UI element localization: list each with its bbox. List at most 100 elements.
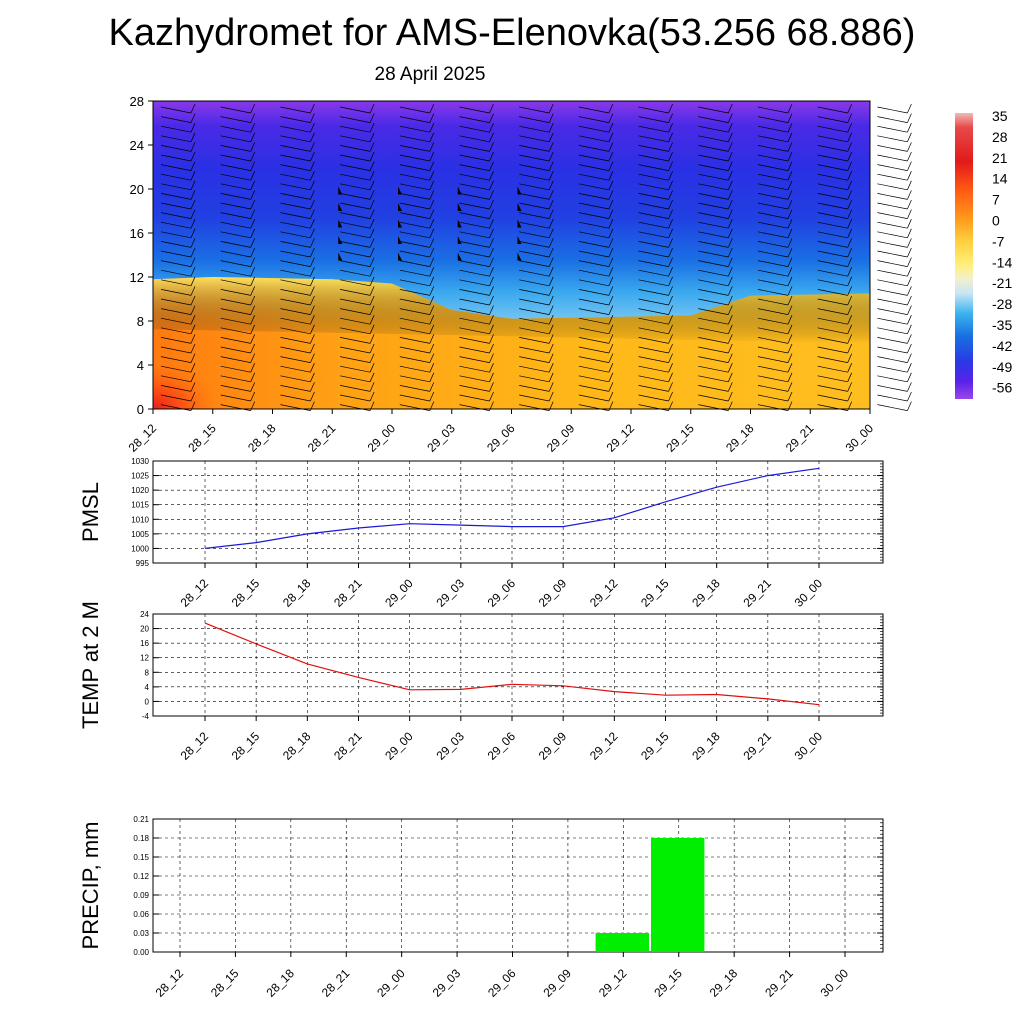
wind-barb-shaft xyxy=(220,183,251,191)
wind-barb-shaft xyxy=(578,317,609,325)
wind-barb-shaft xyxy=(578,106,609,114)
wind-barb xyxy=(340,305,375,315)
wind-barb xyxy=(698,132,733,143)
y-tick-label: 12 xyxy=(140,654,149,663)
wind-barb-pennant xyxy=(338,186,343,195)
wind-barb xyxy=(757,142,793,152)
wind-barb xyxy=(280,286,315,296)
wind-barb xyxy=(698,180,733,191)
wind-barb-feather xyxy=(489,151,494,162)
wind-barb-feather xyxy=(668,372,673,382)
wind-barb-shaft xyxy=(459,250,490,258)
wind-barb-shaft xyxy=(757,308,789,315)
wind-barb-feather xyxy=(727,151,733,162)
wind-barb xyxy=(817,391,853,402)
wind-barb-shaft xyxy=(638,289,669,296)
wind-barb-feather xyxy=(668,113,673,123)
wind-barb xyxy=(578,295,614,306)
wind-barb-shaft xyxy=(160,183,192,191)
wind-barb-feather xyxy=(310,382,315,392)
wind-barb-shaft xyxy=(877,298,908,306)
wind-barb xyxy=(817,180,853,191)
wind-barb xyxy=(638,113,673,123)
wind-barb-shaft xyxy=(578,289,609,296)
wind-barb-feather xyxy=(847,161,853,171)
wind-barb xyxy=(519,257,554,267)
wind-barb xyxy=(280,190,315,200)
wind-barb-shaft xyxy=(280,317,311,325)
wind-barb-feather xyxy=(847,247,853,258)
wind-barb-shaft xyxy=(698,404,729,411)
wind-barb-shaft xyxy=(220,241,251,248)
wind-barb xyxy=(220,171,256,181)
wind-barb xyxy=(578,132,614,143)
wind-barb-feather xyxy=(608,305,614,315)
wind-barb-feather xyxy=(907,295,912,306)
wind-barb xyxy=(399,103,435,114)
wind-barb xyxy=(519,180,554,191)
wind-barb-feather xyxy=(668,391,673,402)
wind-barb-shaft xyxy=(459,173,490,181)
wind-barb xyxy=(459,257,494,267)
wind-barb-feather xyxy=(250,103,256,114)
wind-barb-feather xyxy=(608,190,614,200)
wind-barb xyxy=(399,324,435,335)
x-tick-label: 29_00 xyxy=(374,966,408,1000)
wind-barb-feather xyxy=(429,190,435,200)
wind-barb-shaft xyxy=(220,250,251,258)
wind-barb-shaft xyxy=(160,289,192,296)
wind-barb xyxy=(877,132,912,143)
wind-barb-pennant xyxy=(398,236,402,244)
wind-barb xyxy=(519,363,554,373)
wind-barb-shaft xyxy=(578,346,609,354)
wind-barb-feather xyxy=(548,103,554,114)
wind-barb-feather xyxy=(727,247,733,258)
wind-barb-feather xyxy=(190,199,196,210)
wind-barb xyxy=(220,190,256,200)
x-tick-label: 28_15 xyxy=(229,576,263,610)
wind-barb-shaft xyxy=(519,145,550,152)
wind-barb-shaft xyxy=(877,231,908,239)
wind-barb-feather xyxy=(190,247,196,258)
wind-barb xyxy=(877,372,912,383)
wind-barb xyxy=(638,190,673,200)
wind-barb-shaft xyxy=(340,250,371,258)
wind-barb-shaft xyxy=(638,202,669,210)
wind-barb xyxy=(399,315,435,325)
wind-barb-feather xyxy=(548,353,554,363)
wind-barb-feather xyxy=(608,142,614,152)
colorbar-label: 7 xyxy=(992,192,1000,208)
height-axis: 0 4 8 12 16 20 24 28 xyxy=(130,94,153,417)
wind-barb-feather xyxy=(608,372,614,382)
wind-barb-shaft xyxy=(578,116,609,123)
wind-barb-shaft xyxy=(817,231,848,239)
wind-barb-shaft xyxy=(459,231,490,239)
wind-barb-shaft xyxy=(877,164,908,171)
wind-barb-shaft xyxy=(698,260,729,267)
wind-barb xyxy=(817,123,853,133)
wind-barbs xyxy=(160,103,912,411)
wind-barb-feather xyxy=(190,267,196,277)
wind-barb-feather xyxy=(668,171,673,181)
wind-barb-shaft xyxy=(280,231,311,239)
wind-barb xyxy=(459,305,494,315)
wind-barb-shaft xyxy=(877,241,908,248)
wind-barb-shaft xyxy=(220,260,251,267)
y-tick-label: 1015 xyxy=(131,501,149,510)
wind-barb-shaft xyxy=(578,365,609,373)
y-tick-label: 1020 xyxy=(131,486,149,495)
wind-barb-feather xyxy=(489,334,494,344)
wind-barb-feather xyxy=(429,142,435,152)
wind-barb-feather xyxy=(608,113,614,123)
wind-barb-feather xyxy=(668,353,673,363)
wind-barb-feather xyxy=(190,372,196,382)
wind-barb-feather xyxy=(847,324,853,334)
x-tick-label: 29_00 xyxy=(382,729,416,763)
wind-barb xyxy=(340,142,375,152)
wind-barb-feather xyxy=(310,324,315,334)
wind-barb-feather xyxy=(608,238,614,248)
wind-barb-feather xyxy=(907,199,912,210)
wind-barb xyxy=(519,391,554,402)
wind-barb xyxy=(459,334,494,344)
wind-barb-shaft xyxy=(459,365,490,373)
